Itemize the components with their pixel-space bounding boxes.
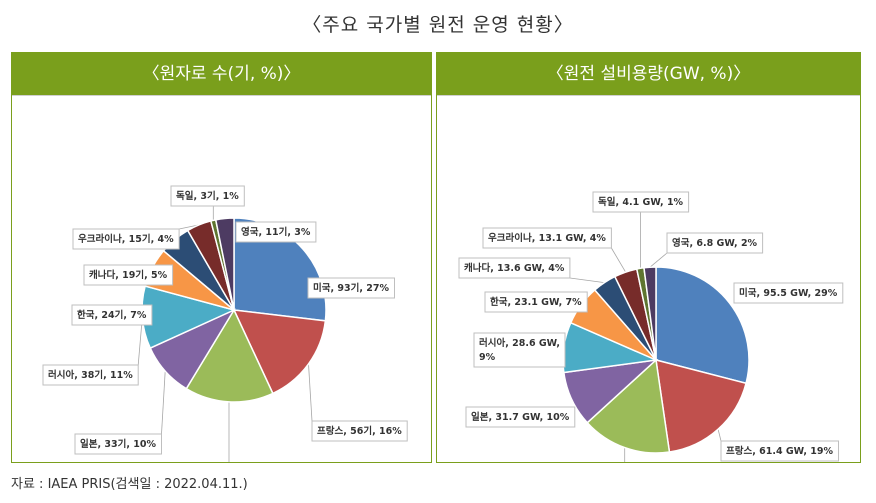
svg-text:프랑스, 61.4 GW, 19%: 프랑스, 61.4 GW, 19%	[726, 445, 834, 457]
svg-text:프랑스, 56기, 16%: 프랑스, 56기, 16%	[317, 425, 402, 437]
data-label-1: 미국, 95.5 GW, 29%	[733, 282, 844, 304]
capacity-panel: 〈원전 설비용량(GW, %)〉 미국, 95.5 GW, 29% 프랑스, 61…	[436, 52, 861, 463]
reactor-count-chart-title: 〈원자로 수(기, %)〉	[12, 53, 431, 96]
pie-slice-2	[232, 309, 327, 395]
svg-text:우크라이나, 15기, 4%: 우크라이나, 15기, 4%	[78, 233, 174, 245]
data-label-10: 영국, 6.8 GW, 2%	[666, 232, 764, 254]
page-title: 〈주요 국가별 원전 운영 현황〉	[302, 14, 574, 36]
leader-line-8	[611, 247, 626, 273]
source-note: 자료 : IAEA PRIS(검색일 : 2022.04.11.)	[11, 477, 248, 492]
data-label-9: 독일, 3기, 1%	[170, 185, 245, 207]
data-label-7: 캐나다, 19기, 5%	[83, 264, 174, 286]
svg-text:한국, 24기, 7%: 한국, 24기, 7%	[77, 309, 147, 321]
data-label-10: 영국, 11기, 3%	[235, 221, 317, 243]
data-label-6: 한국, 24기, 7%	[71, 304, 153, 326]
data-label-4: 일본, 33기, 10%	[74, 433, 162, 455]
pie-slice-2	[655, 358, 747, 453]
data-label-8: 우크라이나, 13.1 GW, 4%	[482, 227, 612, 249]
data-label-5: 러시아, 28.6 GW, 9%	[473, 332, 566, 368]
data-label-2: 프랑스, 56기, 16%	[311, 420, 408, 442]
pie-slice-1	[655, 266, 750, 385]
svg-text:러시아, 28.6 GW,9%: 러시아, 28.6 GW, 9%	[479, 337, 560, 363]
data-label-8: 우크라이나, 15기, 4%	[72, 228, 180, 250]
svg-text:캐나다, 19기, 5%: 캐나다, 19기, 5%	[89, 269, 168, 281]
data-label-5: 러시아, 38기, 11%	[42, 364, 139, 386]
data-label-1: 미국, 93기, 27%	[307, 277, 395, 299]
capacity-pie-chart: 미국, 95.5 GW, 29%프랑스, 61.4 GW, 19%중국, 51.…	[458, 191, 844, 462]
svg-text:캐나다, 13.6 GW, 4%: 캐나다, 13.6 GW, 4%	[464, 262, 565, 274]
pie-slice-3	[185, 308, 274, 403]
data-label-2: 프랑스, 61.4 GW, 19%	[720, 440, 839, 462]
svg-text:영국, 6.8 GW, 2%: 영국, 6.8 GW, 2%	[672, 237, 758, 249]
reactor-count-pie-chart: 미국, 93기, 27%프랑스, 56기, 16%중국, 54기, 16%일본,…	[42, 185, 408, 462]
svg-text:독일, 3기, 1%: 독일, 3기, 1%	[176, 190, 239, 202]
pie-slice-10	[643, 266, 657, 361]
svg-text:미국, 95.5 GW, 29%: 미국, 95.5 GW, 29%	[739, 287, 838, 299]
leader-line-7	[569, 277, 605, 283]
reactor-count-panel: 〈원자로 수(기, %)〉 미국, 93기, 27%프랑스, 56기, 16%중…	[11, 52, 432, 463]
pie-slice-3	[586, 358, 671, 454]
svg-text:독일, 4.1 GW, 1%: 독일, 4.1 GW, 1%	[598, 196, 684, 208]
svg-text:우크라이나, 13.1 GW, 4%: 우크라이나, 13.1 GW, 4%	[488, 232, 606, 244]
leader-line-2	[717, 429, 722, 442]
data-label-7: 캐나다, 13.6 GW, 4%	[458, 257, 571, 279]
svg-text:미국, 93기, 27%: 미국, 93기, 27%	[313, 282, 389, 294]
leader-line-4	[161, 371, 166, 435]
data-label-9: 독일, 4.1 GW, 1%	[592, 191, 690, 213]
pie-slice-10	[214, 217, 235, 311]
svg-text:영국, 11기, 3%: 영국, 11기, 3%	[241, 226, 311, 238]
data-label-6: 한국, 23.1 GW, 7%	[484, 291, 588, 313]
leader-line-2	[308, 363, 313, 422]
svg-text:한국, 23.1 GW, 7%: 한국, 23.1 GW, 7%	[490, 296, 582, 308]
svg-text:일본, 33기, 10%: 일본, 33기, 10%	[80, 438, 156, 450]
svg-text:일본, 31.7 GW, 10%: 일본, 31.7 GW, 10%	[471, 411, 570, 423]
capacity-chart-title: 〈원전 설비용량(GW, %)〉	[437, 53, 860, 96]
leader-line-10	[649, 252, 668, 268]
svg-text:러시아, 38기, 11%: 러시아, 38기, 11%	[48, 369, 133, 381]
pie-slice-1	[233, 217, 327, 322]
data-label-4: 일본, 31.7 GW, 10%	[465, 406, 576, 428]
